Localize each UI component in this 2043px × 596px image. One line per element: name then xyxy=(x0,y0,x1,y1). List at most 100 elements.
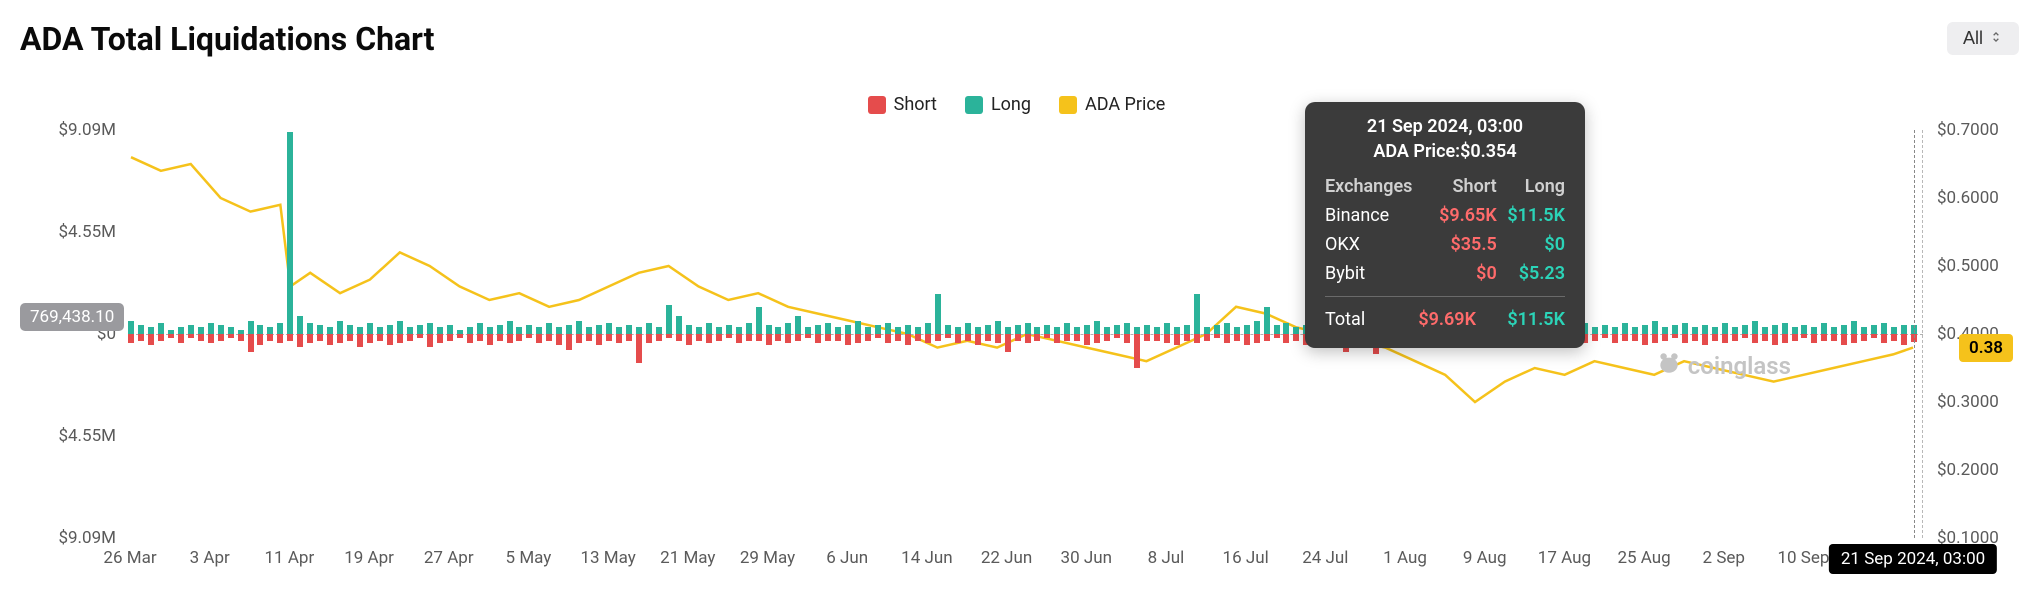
bar-long xyxy=(905,325,911,334)
bar-long xyxy=(397,321,403,334)
bar-short xyxy=(1283,334,1289,343)
bar-long xyxy=(1861,327,1867,334)
bar-short xyxy=(218,334,224,341)
x-tick: 6 Jun xyxy=(826,548,868,568)
bar-short xyxy=(1114,334,1120,338)
bar-long xyxy=(1901,325,1907,334)
bar-short xyxy=(885,334,891,343)
bar-short xyxy=(238,334,244,341)
bar-short xyxy=(1064,334,1070,341)
legend-item[interactable]: Short xyxy=(868,94,937,115)
bar-short xyxy=(785,334,791,343)
bar-short xyxy=(825,334,831,341)
bar-long xyxy=(497,325,503,334)
bar-long xyxy=(1762,327,1768,334)
bar-short xyxy=(1792,334,1798,341)
bar-long xyxy=(208,323,214,334)
bar-long xyxy=(1752,321,1758,334)
bar-short xyxy=(546,334,552,341)
bar-long xyxy=(477,323,483,334)
bar-short xyxy=(1602,334,1608,338)
bar-long xyxy=(1632,327,1638,334)
bar-short xyxy=(1891,334,1897,341)
bar-short xyxy=(1772,334,1778,345)
bar-long xyxy=(1682,323,1688,334)
bar-short xyxy=(1293,334,1299,341)
bar-long xyxy=(775,327,781,334)
bar-long xyxy=(955,327,961,334)
bar-short xyxy=(407,334,413,341)
bar-short xyxy=(1144,334,1150,341)
bar-short xyxy=(795,334,801,341)
bar-short xyxy=(1074,334,1080,341)
bar-long xyxy=(1114,325,1120,334)
legend-item[interactable]: ADA Price xyxy=(1059,94,1165,115)
bar-short xyxy=(427,334,433,347)
bar-short xyxy=(1224,334,1230,343)
bar-long xyxy=(317,325,323,334)
bar-short xyxy=(1811,334,1817,343)
bar-short xyxy=(1134,334,1140,368)
plot-area[interactable] xyxy=(130,130,1923,538)
x-tick: 19 Apr xyxy=(344,548,394,568)
cursor-line xyxy=(1914,130,1915,538)
bar-short xyxy=(925,334,931,343)
range-selector[interactable]: All xyxy=(1947,22,2019,55)
x-axis: 26 Mar3 Apr11 Apr19 Apr27 Apr5 May13 May… xyxy=(130,538,1923,578)
x-tick: 14 Jun xyxy=(901,548,952,568)
bar-long xyxy=(1094,321,1100,334)
bar-long xyxy=(656,327,662,334)
chevron-updown-icon xyxy=(1989,28,2003,49)
bar-short xyxy=(1831,334,1837,341)
tooltip-row: Binance$9.65K$11.5K xyxy=(1325,201,1565,230)
bar-short xyxy=(447,334,453,341)
tooltip-col-short: Short xyxy=(1428,172,1496,201)
bar-long xyxy=(1124,323,1130,334)
bar-short xyxy=(1841,334,1847,345)
bar-short xyxy=(1672,334,1678,338)
bar-long xyxy=(1244,325,1250,334)
bar-long xyxy=(1154,327,1160,334)
bar-long xyxy=(825,323,831,334)
y-left-badge: 769,438.10 xyxy=(20,303,124,331)
bar-long xyxy=(1642,325,1648,334)
bar-long xyxy=(437,327,443,334)
bar-long xyxy=(1592,327,1598,334)
bar-short xyxy=(1194,334,1200,343)
legend-swatch xyxy=(965,96,983,114)
legend-label: Short xyxy=(894,94,937,115)
bar-long xyxy=(566,325,572,334)
bar-short xyxy=(596,334,602,345)
bar-short xyxy=(1801,334,1807,338)
bar-long xyxy=(1672,325,1678,334)
bar-short xyxy=(815,334,821,343)
bar-short xyxy=(656,334,662,341)
bar-long xyxy=(377,327,383,334)
x-tick: 24 Jul xyxy=(1302,548,1348,568)
bar-long xyxy=(1792,327,1798,334)
bar-long xyxy=(1064,323,1070,334)
bar-long xyxy=(138,325,144,334)
bar-long xyxy=(696,327,702,334)
bar-long xyxy=(1881,323,1887,334)
bar-short xyxy=(1782,334,1788,343)
bar-short xyxy=(1712,334,1718,341)
bar-long xyxy=(716,327,722,334)
legend-item[interactable]: Long xyxy=(965,94,1031,115)
cursor-badge: 21 Sep 2024, 03:00 xyxy=(1829,544,1997,574)
bar-short xyxy=(756,334,762,341)
bar-short xyxy=(686,334,692,345)
bar-long xyxy=(526,325,532,334)
bar-long xyxy=(736,327,742,334)
bar-long xyxy=(1184,325,1190,334)
bar-short xyxy=(178,334,184,343)
bar-short xyxy=(696,334,702,341)
bar-long xyxy=(228,327,234,334)
bar-long xyxy=(267,327,273,334)
bar-long xyxy=(586,327,592,334)
bar-long xyxy=(1204,327,1210,334)
x-tick: 9 Aug xyxy=(1463,548,1507,568)
bar-long xyxy=(1851,321,1857,334)
legend-swatch xyxy=(1059,96,1077,114)
bar-short xyxy=(1244,334,1250,345)
